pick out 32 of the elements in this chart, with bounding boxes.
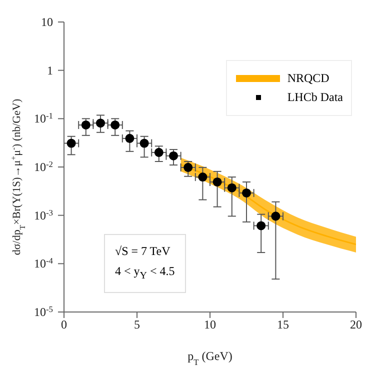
point	[168, 151, 178, 160]
x-tick-label: 15	[277, 318, 289, 332]
x-axis-title: p$_{T}$ (GeV)	[188, 349, 232, 366]
y-tick-label: 10$^{-5}$	[34, 304, 53, 319]
x-tick-label: 0	[61, 318, 67, 332]
point	[198, 172, 208, 182]
y-tick-label: 10$^{-3}$	[34, 208, 53, 222]
point	[227, 183, 236, 192]
point	[110, 120, 120, 130]
point	[212, 177, 222, 186]
x-tick-label: 5	[134, 318, 140, 332]
point	[271, 212, 280, 221]
y-tick-label: 10$^{-2}$	[34, 160, 53, 174]
y-tick-label: 10$^{-1}$	[34, 111, 53, 126]
point	[242, 188, 252, 198]
point	[140, 138, 149, 148]
annotation: √S = 7 TeV	[115, 243, 172, 260]
point	[66, 138, 76, 148]
point	[154, 148, 164, 157]
legend-label: NRQCD	[287, 71, 330, 86]
legend-label: LHCb Data	[287, 90, 343, 105]
point	[256, 221, 266, 230]
y-tick-label: 10	[41, 15, 53, 29]
annotation: 4 < y$_{Υ}$ < 4.5	[115, 263, 175, 284]
point	[96, 118, 106, 128]
point	[81, 120, 90, 130]
point	[125, 134, 134, 143]
x-tick-label: 10	[204, 318, 216, 332]
y-tick-label: 1	[47, 63, 53, 78]
y-tick-label: 10$^{-4}$	[34, 256, 54, 271]
x-tick-label: 20	[350, 318, 362, 332]
point	[184, 162, 193, 172]
